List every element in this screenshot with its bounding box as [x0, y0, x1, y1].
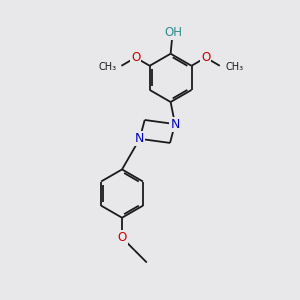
Text: CH₃: CH₃	[225, 62, 243, 72]
Text: CH₃: CH₃	[98, 62, 116, 72]
Text: N: N	[170, 118, 180, 130]
Text: O: O	[201, 51, 210, 64]
Text: O: O	[131, 51, 140, 64]
Text: O: O	[117, 231, 127, 244]
Text: OH: OH	[164, 26, 182, 39]
Text: N: N	[135, 132, 144, 145]
